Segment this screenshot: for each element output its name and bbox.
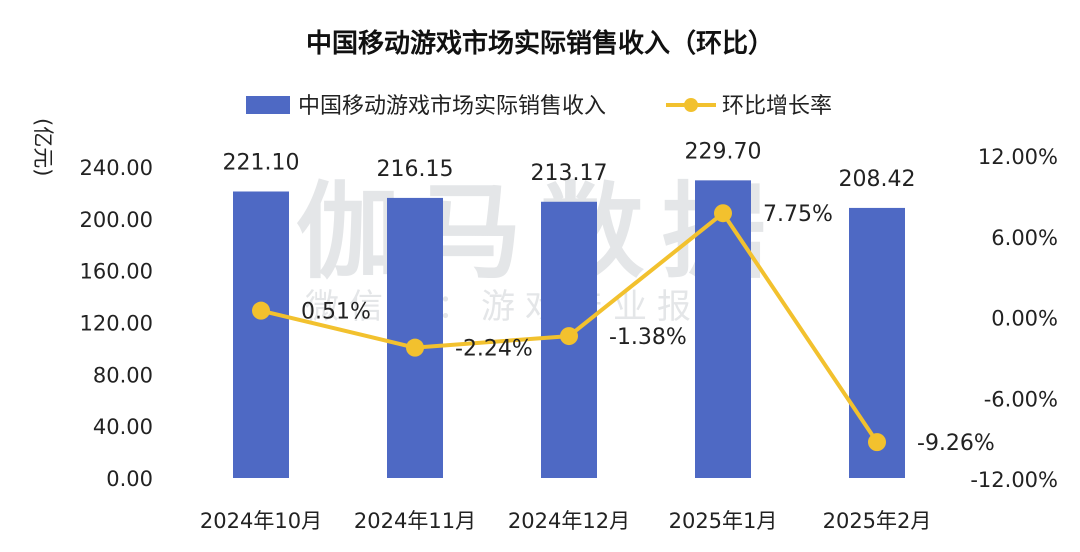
right-axis-tick-label: 12.00% bbox=[978, 145, 1058, 169]
bar-value-label: 216.15 bbox=[377, 157, 454, 182]
bar-series bbox=[233, 180, 905, 478]
bar bbox=[695, 180, 751, 478]
left-axis-tick-label: 0.00 bbox=[106, 467, 153, 491]
line-point bbox=[714, 204, 732, 223]
left-axis-tick-label: 200.00 bbox=[80, 208, 153, 232]
right-axis-tick-label: 0.00% bbox=[991, 307, 1058, 331]
line-data-labels: 0.51% -2.24% -1.38% 7.75% -9.26% bbox=[301, 202, 995, 456]
watermark-sub: 微信号：游戏产业报告 bbox=[305, 287, 745, 327]
line-value-label: 0.51% bbox=[301, 300, 371, 325]
bar-value-label: 221.10 bbox=[223, 150, 300, 175]
y-axis-unit: (亿元) bbox=[31, 118, 55, 176]
line-value-label: 7.75% bbox=[763, 202, 833, 227]
left-axis-tick-label: 160.00 bbox=[80, 260, 153, 284]
right-axis-tick-label: -12.00% bbox=[970, 468, 1058, 492]
legend-label-line: 环比增长率 bbox=[722, 94, 832, 119]
bar bbox=[233, 191, 289, 478]
legend-swatch-bar bbox=[246, 96, 290, 114]
x-axis-tick-label: 2024年11月 bbox=[354, 509, 476, 533]
legend-swatch-marker bbox=[684, 98, 698, 112]
right-axis-tick-label: -6.00% bbox=[984, 387, 1058, 411]
right-axis-ticks: -12.00% -6.00% 0.00% 6.00% 12.00% bbox=[970, 145, 1058, 492]
left-axis-tick-label: 240.00 bbox=[80, 156, 153, 180]
bar-value-label: 208.42 bbox=[839, 167, 916, 192]
left-axis-ticks: 0.00 40.00 80.00 120.00 160.00 200.00 240.00 bbox=[80, 156, 153, 491]
legend: 中国移动游戏市场实际销售收入 环比增长率 bbox=[246, 94, 832, 119]
x-axis-tick-label: 2024年10月 bbox=[200, 509, 322, 533]
left-axis-tick-label: 80.00 bbox=[93, 363, 153, 387]
line-value-label: -2.24% bbox=[455, 337, 533, 362]
x-axis-ticks: 2024年10月 2024年11月 2024年12月 2025年1月 2025年2月 bbox=[200, 509, 931, 533]
x-axis-tick-label: 2025年1月 bbox=[669, 509, 778, 533]
line-point bbox=[560, 327, 578, 346]
x-axis-tick-label: 2025年2月 bbox=[823, 509, 932, 533]
bar bbox=[849, 207, 905, 478]
bar-data-labels: 221.10 216.15 213.17 229.70 208.42 bbox=[223, 139, 916, 192]
bar-value-label: 229.70 bbox=[685, 139, 762, 164]
line-point bbox=[868, 433, 886, 452]
bar bbox=[387, 197, 443, 478]
left-axis-tick-label: 120.00 bbox=[80, 312, 153, 336]
line-series bbox=[252, 204, 886, 452]
line-value-label: -9.26% bbox=[917, 431, 995, 456]
line-point bbox=[252, 301, 270, 320]
line-point bbox=[406, 338, 424, 357]
line-value-label: -1.38% bbox=[609, 325, 687, 350]
chart-title: 中国移动游戏市场实际销售收入（环比） bbox=[306, 28, 774, 59]
legend-label-bar: 中国移动游戏市场实际销售收入 bbox=[298, 94, 606, 119]
watermark-main: 伽马数据 bbox=[296, 171, 784, 293]
bar-value-label: 213.17 bbox=[531, 161, 608, 186]
x-axis-tick-label: 2024年12月 bbox=[508, 509, 630, 533]
left-axis-tick-label: 40.00 bbox=[93, 415, 153, 439]
right-axis-tick-label: 6.00% bbox=[991, 226, 1058, 250]
